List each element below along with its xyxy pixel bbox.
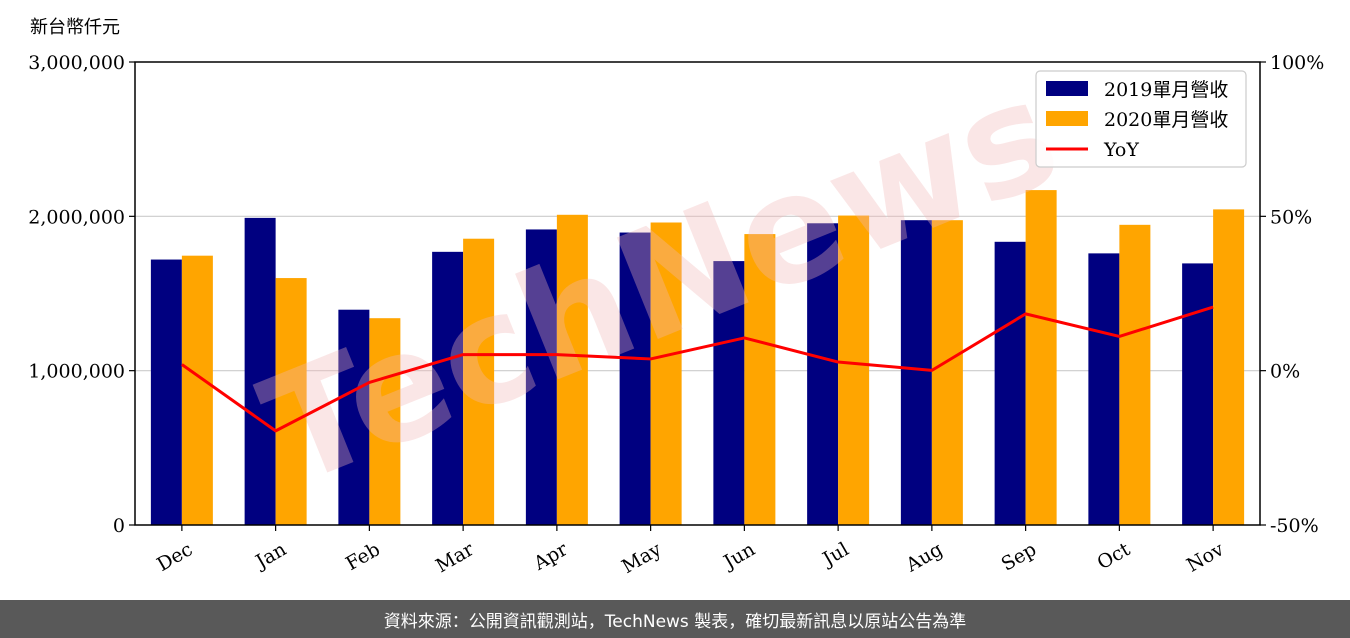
bar-2020單月營收	[744, 234, 776, 525]
bar-2019單月營收	[432, 251, 464, 525]
bar-2020單月營收	[556, 214, 588, 526]
x-tick-label: Mar	[432, 538, 478, 577]
bar-2020單月營收	[931, 220, 963, 526]
right-tick-label: 50%	[1270, 206, 1312, 228]
legend-label: 2020單月營收	[1104, 109, 1228, 131]
source-footer: 資料來源：公開資訊觀測站，TechNews 製表，確切最新訊息以原站公告為準	[0, 600, 1350, 638]
legend-label: YoY	[1103, 139, 1139, 161]
source-footer-text: 資料來源：公開資訊觀測站，TechNews 製表，確切最新訊息以原站公告為準	[383, 611, 967, 632]
x-tick-label: Jun	[718, 538, 759, 574]
bar-2020單月營收	[650, 222, 682, 526]
bar-2020單月營收	[369, 318, 401, 525]
x-tick-label: Apr	[529, 538, 572, 575]
bar-2020單月營收	[1025, 190, 1057, 525]
x-tick-label: Jan	[250, 538, 290, 574]
bar-2019單月營收	[1088, 253, 1120, 525]
bar-2019單月營收	[244, 217, 276, 526]
left-tick-label: 0	[113, 515, 125, 537]
bar-2019單月營收	[619, 232, 651, 525]
legend-swatch-2019單月營收	[1046, 81, 1088, 96]
left-tick-label: 2,000,000	[28, 206, 125, 228]
x-tick-label: Dec	[153, 538, 196, 576]
bar-2019單月營收	[525, 229, 557, 525]
bar-2020單月營收	[275, 278, 307, 525]
chart: TechNews 01,000,0002,000,0003,000,000-50…	[28, 17, 1324, 578]
bar-2019單月營收	[994, 241, 1026, 525]
grid-lines	[135, 215, 1260, 372]
bar-2020單月營收	[1119, 224, 1151, 526]
legend-label: 2019單月營收	[1104, 79, 1228, 101]
bar-2020單月營收	[463, 238, 495, 525]
x-tick-label: May	[618, 538, 665, 578]
bars	[150, 190, 1245, 526]
x-tick-label: Feb	[342, 538, 384, 575]
left-tick-label: 1,000,000	[28, 361, 125, 383]
bar-2020單月營收	[181, 255, 213, 525]
plot-frame	[134, 61, 1261, 526]
x-tick-label: Jul	[817, 538, 852, 571]
yoy-line	[181, 305, 1214, 433]
bar-2020單月營收	[1213, 209, 1245, 525]
right-tick-label: 0%	[1270, 361, 1300, 383]
bar-2019單月營收	[807, 223, 839, 526]
line-YoY	[181, 305, 1214, 433]
bar-2019單月營收	[338, 309, 370, 525]
x-tick-label: Oct	[1094, 538, 1135, 574]
x-tick-label: Sep	[998, 538, 1041, 575]
x-tick-label: Nov	[1183, 538, 1228, 577]
right-tick-label: 100%	[1270, 52, 1324, 74]
unit-label: 新台幣仟元	[30, 17, 120, 38]
right-tick-label: -50%	[1270, 515, 1319, 537]
bar-2019單月營收	[150, 259, 182, 525]
bar-2019單月營收	[900, 220, 932, 526]
legend-box	[1035, 70, 1247, 168]
legend-swatch-2020單月營收	[1046, 111, 1088, 126]
bar-2019單月營收	[1182, 263, 1214, 525]
x-tick-label: Aug	[901, 538, 946, 577]
left-tick-label: 3,000,000	[28, 52, 125, 74]
bar-2020單月營收	[838, 215, 870, 526]
legend: 2019單月營收 2020單月營收 YoY	[1035, 70, 1247, 168]
bar-2019單月營收	[713, 261, 745, 525]
